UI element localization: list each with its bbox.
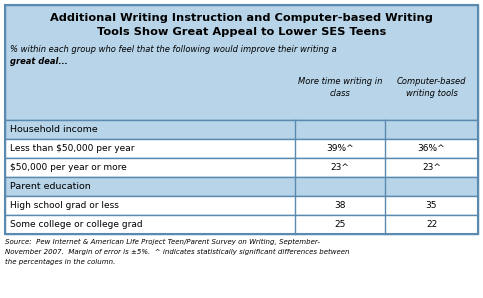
Text: Additional Writing Instruction and Computer-based Writing: Additional Writing Instruction and Compu… [50, 13, 433, 23]
Text: 38: 38 [334, 201, 346, 210]
Bar [5, 5, 478, 120]
Bar [5, 215, 478, 234]
Text: Tools Show Great Appeal to Lower SES Teens: Tools Show Great Appeal to Lower SES Tee… [97, 27, 386, 37]
Text: 23^: 23^ [422, 163, 441, 172]
Bar [5, 120, 478, 139]
Text: 22: 22 [426, 220, 437, 229]
Text: % within each group who feel that the following would improve their writing a: % within each group who feel that the fo… [10, 45, 337, 54]
Text: 23^: 23^ [330, 163, 349, 172]
Text: 25: 25 [334, 220, 346, 229]
Text: November 2007.  Margin of error is ±5%.  ^ indicates statistically significant d: November 2007. Margin of error is ±5%. ^… [5, 249, 350, 255]
Text: class: class [329, 89, 351, 98]
Bar [5, 139, 478, 158]
Text: the percentages in the column.: the percentages in the column. [5, 259, 115, 265]
Text: Less than $50,000 per year: Less than $50,000 per year [10, 144, 134, 153]
Bar [5, 177, 478, 196]
Text: writing tools: writing tools [406, 89, 457, 98]
Text: High school grad or less: High school grad or less [10, 201, 119, 210]
Text: 35: 35 [426, 201, 437, 210]
Text: 39%^: 39%^ [326, 144, 354, 153]
Text: 36%^: 36%^ [418, 144, 445, 153]
Text: Computer-based: Computer-based [397, 77, 466, 86]
Bar [5, 5, 478, 234]
Text: Household income: Household income [10, 125, 98, 134]
Text: More time writing in: More time writing in [298, 77, 382, 86]
Text: Parent education: Parent education [10, 182, 91, 191]
Text: Some college or college grad: Some college or college grad [10, 220, 142, 229]
Bar [5, 158, 478, 177]
Text: $50,000 per year or more: $50,000 per year or more [10, 163, 127, 172]
Bar [5, 196, 478, 215]
Text: great deal...: great deal... [10, 57, 68, 66]
Text: Source:  Pew Internet & American Life Project Teen/Parent Survey on Writing, Sep: Source: Pew Internet & American Life Pro… [5, 239, 320, 245]
